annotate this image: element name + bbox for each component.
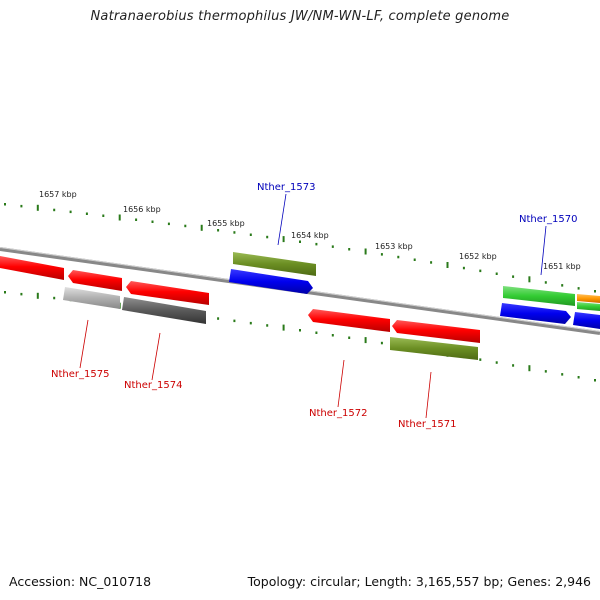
- minor-tick: [20, 292, 23, 296]
- cds-feature[interactable]: [577, 294, 600, 303]
- cds-nther-1570-rna[interactable]: [503, 286, 575, 306]
- minor-tick: [299, 329, 301, 332]
- tick-label: 1656 kbp: [123, 205, 161, 214]
- cds-nther-1571-rna[interactable]: [390, 337, 478, 360]
- minor-tick: [413, 258, 416, 261]
- minor-tick: [348, 336, 351, 339]
- scale-labels: 1657 kbp 1656 kbp 1655 kbp 1654 kbp 1653…: [39, 190, 581, 271]
- cds-nther-1570[interactable]: [500, 303, 571, 324]
- major-tick: [36, 292, 39, 299]
- minor-tick: [233, 319, 236, 323]
- major-tick: [528, 276, 531, 283]
- minor-tick: [266, 324, 269, 327]
- cds-feature[interactable]: [573, 312, 600, 329]
- minor-tick: [594, 379, 596, 382]
- minor-tick: [233, 231, 236, 234]
- minor-tick: [331, 245, 334, 248]
- minor-tick: [249, 321, 252, 325]
- minor-tick: [495, 272, 498, 275]
- minor-tick: [577, 376, 580, 379]
- minor-tick: [135, 218, 138, 221]
- outer-tick-ring: [4, 203, 596, 293]
- major-tick: [118, 214, 121, 221]
- minor-tick: [85, 212, 88, 215]
- minor-tick: [397, 255, 400, 259]
- minor-tick: [544, 281, 547, 284]
- major-tick: [364, 337, 367, 344]
- gene-label-nther-1571[interactable]: Nther_1571: [398, 419, 456, 430]
- cds-nther-1573[interactable]: [229, 269, 313, 294]
- reverse-strand-features: [63, 287, 480, 360]
- gene-label-nther-1573[interactable]: Nther_1573: [257, 182, 315, 193]
- minor-tick: [380, 341, 383, 345]
- minor-tick: [266, 235, 269, 239]
- tick-label: 1652 kbp: [459, 252, 497, 261]
- tick-label: 1653 kbp: [375, 242, 413, 251]
- minor-tick: [544, 370, 547, 373]
- major-tick: [282, 236, 285, 243]
- minor-tick: [4, 203, 6, 206]
- gene-label-nther-1570[interactable]: Nther_1570: [519, 214, 577, 225]
- minor-tick: [348, 248, 351, 251]
- minor-tick: [299, 240, 301, 243]
- major-tick: [528, 365, 531, 372]
- minor-tick: [594, 290, 596, 293]
- major-tick: [200, 224, 203, 231]
- minor-tick: [512, 275, 515, 278]
- minor-tick: [380, 253, 383, 256]
- gene-label-nther-1572[interactable]: Nther_1572: [309, 408, 367, 419]
- minor-tick: [561, 284, 564, 287]
- cds-nther-1572[interactable]: [308, 309, 390, 332]
- tick-label: 1651 kbp: [543, 262, 581, 271]
- cds-feature[interactable]: [0, 256, 64, 280]
- minor-tick: [151, 220, 154, 223]
- minor-tick: [479, 269, 482, 273]
- minor-tick: [184, 224, 187, 228]
- map-title: Natranaerobius thermophilus JW/NM-WN-LF,…: [90, 9, 510, 24]
- cds-feature[interactable]: [126, 281, 209, 305]
- major-tick: [364, 248, 367, 255]
- tick-label: 1655 kbp: [207, 219, 245, 228]
- minor-tick: [495, 361, 498, 364]
- minor-tick: [462, 266, 465, 270]
- tick-label: 1657 kbp: [39, 190, 77, 199]
- minor-tick: [167, 222, 170, 226]
- major-tick: [282, 324, 285, 331]
- forward-strand-features: [0, 252, 600, 329]
- minor-tick: [430, 261, 433, 264]
- minor-tick: [561, 373, 564, 376]
- minor-tick: [20, 204, 23, 208]
- minor-tick: [217, 229, 220, 232]
- cds-nther-1575[interactable]: [63, 287, 120, 309]
- minor-tick: [4, 291, 6, 294]
- minor-tick: [479, 358, 482, 361]
- minor-tick: [249, 233, 252, 236]
- major-tick: [36, 204, 39, 211]
- gene-labels: Nther_1573 Nther_1570 Nther_1575 Nther_1…: [51, 182, 577, 430]
- minor-tick: [217, 317, 220, 320]
- minor-tick: [315, 331, 318, 334]
- minor-tick: [577, 287, 580, 290]
- minor-tick: [53, 208, 56, 212]
- gene-label-nther-1575[interactable]: Nther_1575: [51, 369, 109, 380]
- cds-feature[interactable]: [68, 270, 122, 291]
- accession-text: Accession: NC_010718: [9, 574, 152, 589]
- gene-label-nther-1574[interactable]: Nther_1574: [124, 380, 182, 391]
- cds-feature[interactable]: [577, 302, 600, 311]
- major-tick: [446, 262, 449, 268]
- minor-tick: [315, 242, 318, 246]
- minor-tick: [512, 364, 515, 367]
- cds-nther-1573-rna[interactable]: [233, 252, 316, 276]
- minor-tick: [102, 214, 105, 217]
- minor-tick: [69, 210, 72, 214]
- minor-tick: [331, 334, 334, 337]
- tick-label: 1654 kbp: [291, 231, 329, 240]
- cds-nther-1571[interactable]: [392, 320, 480, 343]
- cds-nther-1574[interactable]: [122, 297, 206, 324]
- minor-tick: [53, 296, 56, 300]
- topology-text: Topology: circular; Length: 3,165,557 bp…: [247, 574, 591, 589]
- label-callouts: [79, 193, 547, 419]
